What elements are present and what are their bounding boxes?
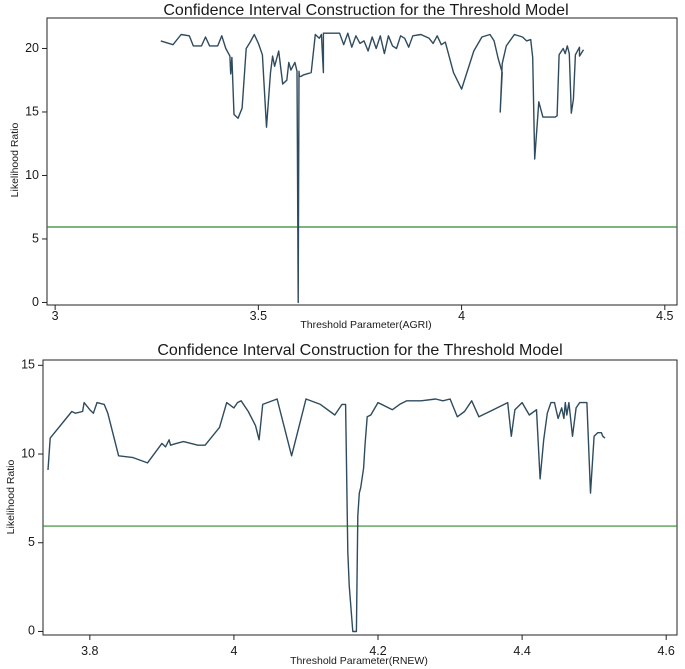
y-tick-label: 0 [28,624,35,638]
x-axis-label: Threshold Parameter(AGRI) [300,319,431,331]
y-tick-label: 10 [25,168,39,182]
y-axis-label: Likelihood Ratio [9,122,21,197]
chart-title: Confidence Interval Construction for the… [163,2,568,19]
series-line [47,398,606,633]
chart-agri: Confidence Interval Construction for the… [9,2,678,331]
x-tick-label: 4.5 [656,309,673,323]
x-tick-label: 3.8 [81,644,98,658]
plot-frame [42,359,678,636]
chart-rnew: Confidence Interval Construction for the… [5,342,678,667]
y-tick-label: 10 [21,446,35,460]
series-line [160,32,585,304]
y-tick-label: 15 [21,358,35,372]
y-tick-label: 0 [32,295,39,309]
plot-area: 0 5 10 15 3.8 4 4.2 4.4 4.6 [21,358,678,658]
chart-title: Confidence Interval Construction for the… [157,342,562,359]
plot-frame [46,17,678,306]
x-tick-label: 4.4 [513,644,530,658]
y-tick-label: 20 [25,41,39,55]
y-axis-label: Likelihood Ratio [5,459,17,534]
y-tick-label: 15 [25,104,39,118]
x-tick-label: 4.6 [657,644,674,658]
plot-area: 0 5 10 15 20 3 3.5 4 4.5 [25,17,678,323]
y-tick-label: 5 [28,535,35,549]
x-tick-label: 3.5 [250,309,267,323]
x-tick-label: 4 [230,644,237,658]
x-tick-label: 4.2 [369,644,386,658]
y-tick-label: 5 [32,231,39,245]
x-axis-label: Threshold Parameter(RNEW) [290,655,428,667]
x-tick-label: 3 [52,309,59,323]
x-tick-label: 4 [458,309,465,323]
